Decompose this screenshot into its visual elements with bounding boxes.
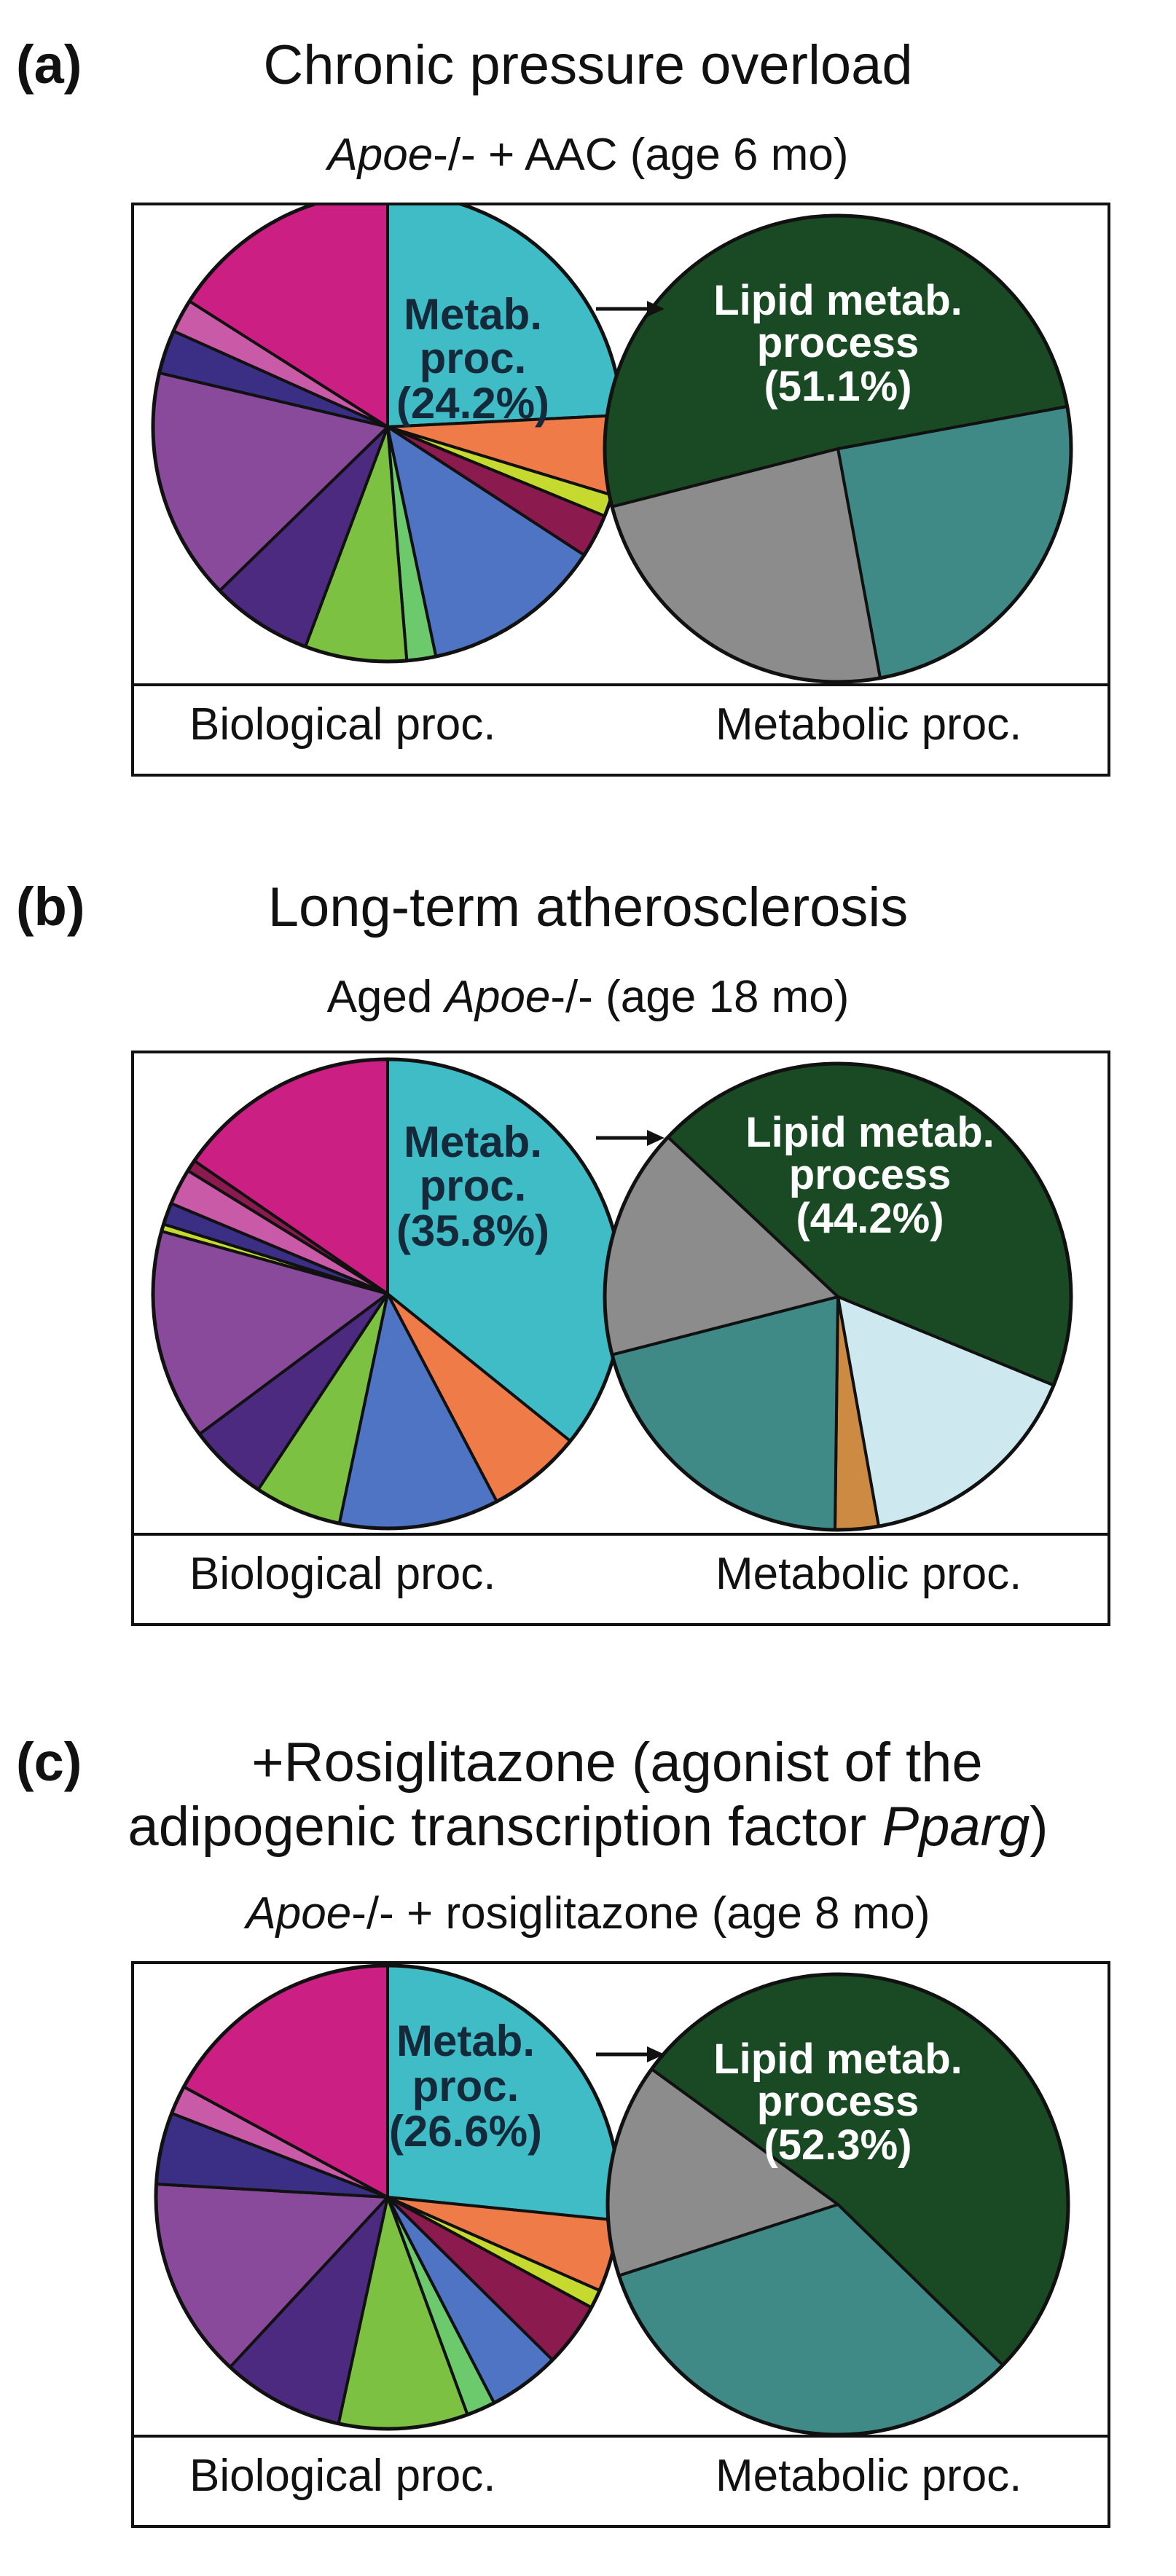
panel-title-line-2: adipogenic transcription factor Pparg) [0,1799,1176,1855]
lipid-label-line3: (44.2%) [796,1195,944,1242]
caption-biological: Biological proc. [189,1549,496,1599]
caption-metabolic: Metabolic proc. [716,1549,1022,1599]
pie-svg: Metab. proc. (26.6%) Lipid metab. proces… [154,1964,1070,2437]
metab-label-line2: proc. [420,334,527,382]
lipid-label-line2: process [757,319,919,366]
panel-title: Long-term atherosclerosis [0,880,1176,935]
pie-metabolic [603,213,1073,684]
lipid-label-line2: process [757,2078,919,2125]
subtitle-gene: Apoe [444,972,551,1022]
metab-label-line3: (26.6%) [389,2107,542,2156]
panel-title: +Rosiglitazone (agonist of the [0,1735,1176,1791]
subtitle-pre: Aged [326,972,445,1022]
lipid-label-line1: Lipid metab. [713,2035,963,2083]
panel-title-gene: Pparg [882,1796,1030,1858]
caption-metabolic: Metabolic proc. [716,699,1022,750]
pie-biological [151,205,624,664]
subtitle-rest: -/- + rosiglitazone (age 8 mo) [351,1888,930,1939]
metab-label-line3: (35.8%) [396,1206,549,1255]
panel-subtitle: Aged Apoe-/- (age 18 mo) [0,975,1176,1020]
subtitle-gene: Apoe [327,130,434,180]
metab-label-line3: (24.2%) [396,379,549,428]
panel-letter: (c) [16,1732,82,1792]
metab-label-line2: proc. [420,1161,527,1210]
panel-subtitle: Apoe-/- + AAC (age 6 mo) [0,133,1176,178]
arrow-head [647,1130,665,1146]
subtitle-gene: Apoe [246,1888,352,1939]
panel-title-close: ) [1030,1796,1048,1858]
pie-svg: Metab. proc. (35.8%) Lipid metab. proces… [151,1057,1073,1532]
chart-box: Metab. proc. (35.8%) Lipid metab. proces… [131,1051,1110,1626]
caption-row: Biological proc. Metabolic proc. [134,2435,1108,2525]
metab-label-line1: Metab. [404,1118,542,1166]
panel-title-line2: adipogenic transcription factor [128,1796,882,1858]
caption-metabolic: Metabolic proc. [716,2451,1022,2501]
arrow-head [647,301,665,317]
subtitle-rest: -/- (age 18 mo) [550,972,850,1022]
lipid-label-line3: (51.1%) [764,363,912,410]
panel-letter: (b) [16,876,85,937]
metab-label-line1: Metab. [404,290,542,339]
chart-box: Metab. proc. (26.6%) Lipid metab. proces… [131,1961,1110,2528]
panel-letter: (a) [16,34,82,95]
subtitle-rest: -/- + AAC (age 6 mo) [433,130,849,180]
pie-outline [603,1061,1073,1532]
pie-biological [151,1057,624,1531]
lipid-label-line3: (52.3%) [764,2121,912,2169]
panel-title-text: Long-term atherosclerosis [267,876,909,938]
pie-biological [154,1964,622,2431]
caption-biological: Biological proc. [189,699,496,750]
pie-outline [603,213,1073,684]
panel-title-line1: +Rosiglitazone (agonist of the [251,1732,983,1794]
metab-label-line2: proc. [412,2062,520,2110]
arrow-head [647,2046,665,2062]
lipid-label-line1: Lipid metab. [713,277,963,324]
lipid-label-line1: Lipid metab. [745,1109,995,1156]
pie-metabolic [603,1061,1073,1532]
lipid-label-line2: process [789,1151,951,1198]
pie-svg: Metab. proc. (24.2%) Lipid metab. proces… [151,205,1073,684]
pie-metabolic [605,1972,1070,2437]
caption-row: Biological proc. Metabolic proc. [134,1533,1108,1623]
chart-box: Metab. proc. (24.2%) Lipid metab. proces… [131,203,1110,777]
caption-row: Biological proc. Metabolic proc. [134,683,1108,774]
metab-label-line1: Metab. [396,2017,535,2065]
panel-title: Chronic pressure overload [0,38,1176,93]
caption-biological: Biological proc. [189,2451,496,2501]
panel-subtitle: Apoe-/- + rosiglitazone (age 8 mo) [0,1891,1176,1936]
panel-title-text: Chronic pressure overload [263,34,913,96]
